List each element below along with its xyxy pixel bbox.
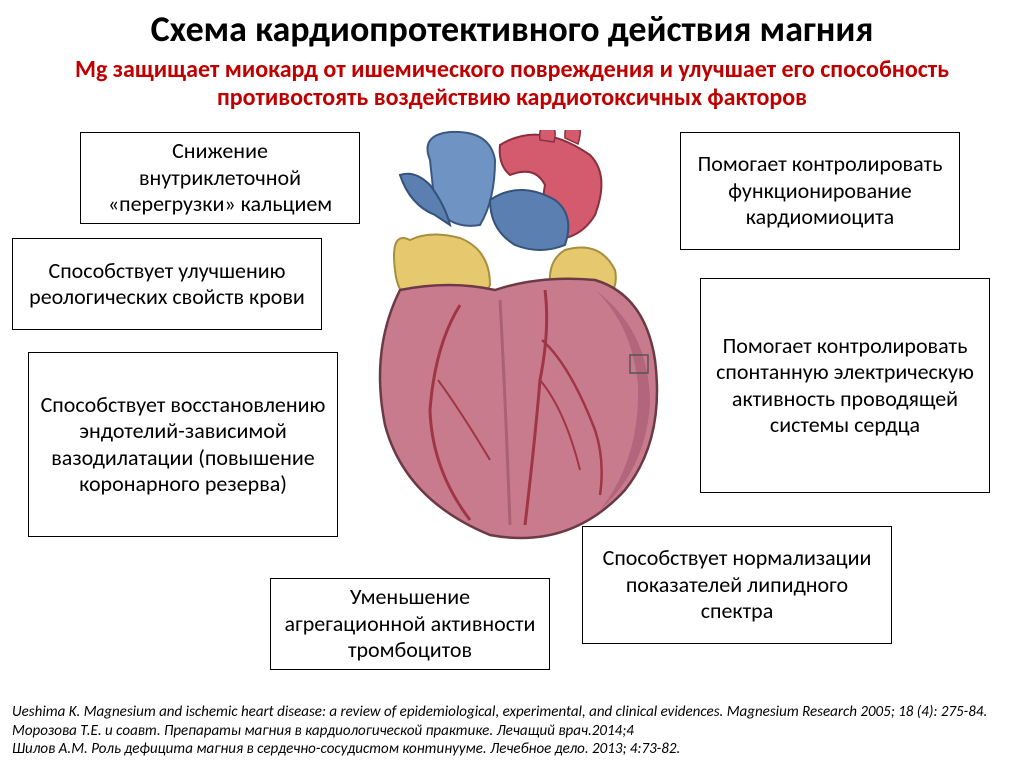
heart-illustration bbox=[340, 130, 680, 550]
box-cardiomyocyte: Помогает контролировать функционирование… bbox=[680, 132, 960, 250]
myocardium bbox=[380, 279, 657, 538]
box-calcium-overload: Снижение внутриклеточной «перегрузки» ка… bbox=[80, 132, 360, 224]
slide-subtitle: Mg защищает миокард от ишемического повр… bbox=[50, 56, 974, 111]
citations: Ueshima K. Magnesium and ischemic heart … bbox=[12, 703, 1012, 759]
box-blood-rheology: Способствует улучшению реологических сво… bbox=[12, 238, 322, 330]
box-lipid-spectrum: Способствует нормализации показателей ли… bbox=[582, 526, 892, 644]
citation-line: Шилов А.М. Роль дефицита магния в сердеч… bbox=[12, 740, 1012, 759]
citation-line: Ueshima K. Magnesium and ischemic heart … bbox=[12, 703, 1012, 722]
aorta-branch-1 bbox=[540, 130, 555, 142]
box-platelet: Уменьшение агрегационной активности тром… bbox=[270, 578, 550, 670]
box-vasodilation: Способствует восстановлению эндотелий-за… bbox=[28, 352, 338, 537]
slide-title: Схема кардиопротективного действия магни… bbox=[0, 10, 1024, 50]
citation-line: Морозова Т.Е. и соавт. Препараты магния … bbox=[12, 722, 1012, 741]
box-electrical-activity: Помогает контролировать спонтанную элект… bbox=[700, 278, 990, 493]
